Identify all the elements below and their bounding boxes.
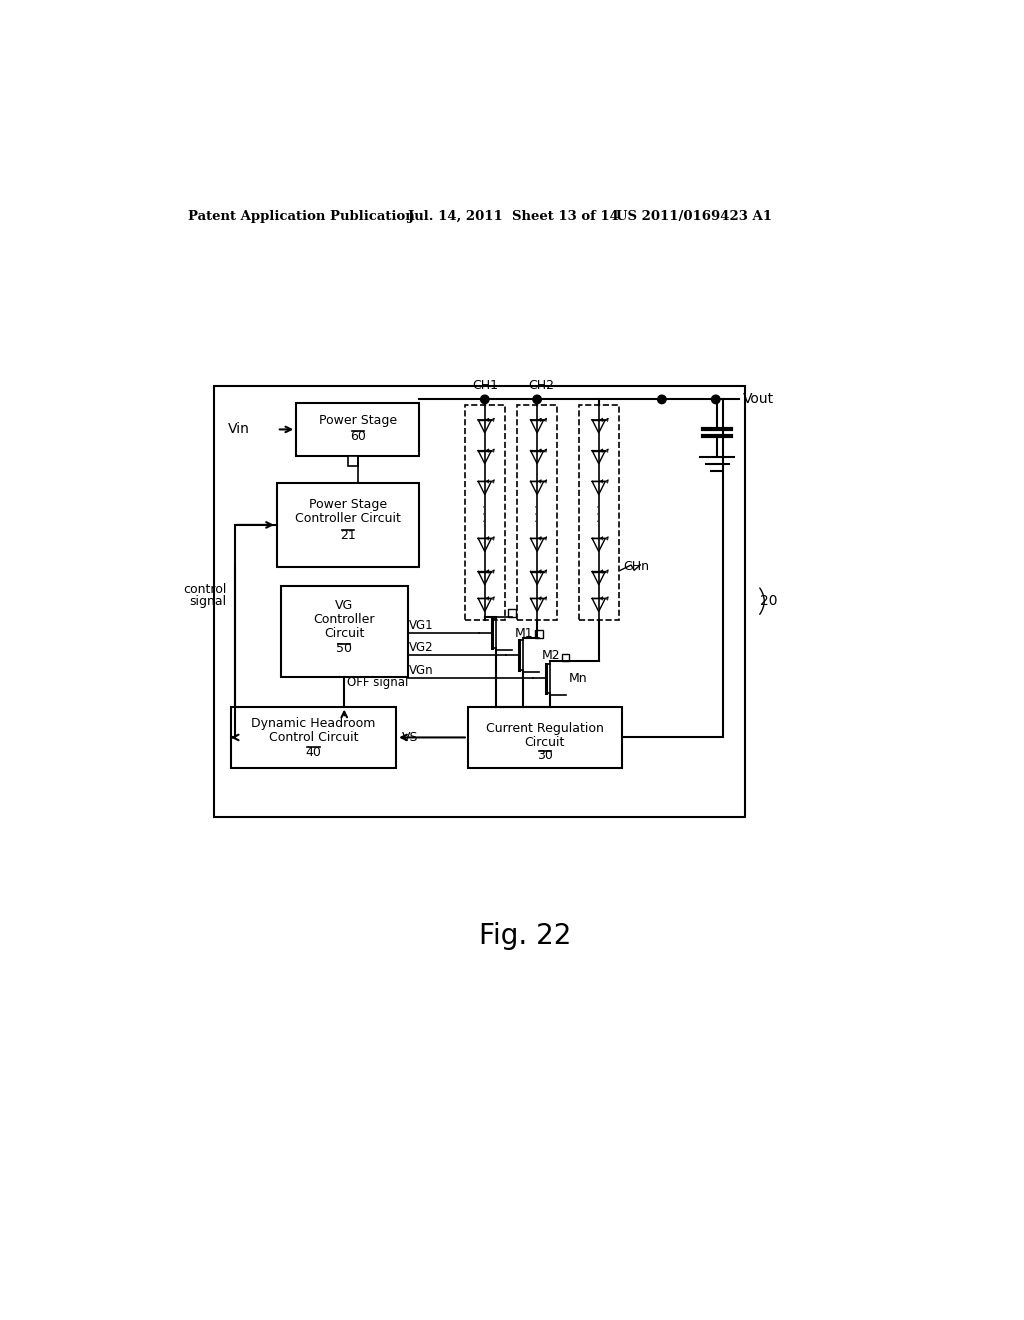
Bar	[468, 706, 622, 768]
Text: Vin: Vin	[228, 422, 250, 437]
Bar	[296, 404, 419, 455]
Bar	[517, 405, 557, 620]
Bar	[281, 586, 408, 677]
Text: 30: 30	[537, 750, 553, 763]
Text: US 2011/0169423 A1: US 2011/0169423 A1	[615, 210, 772, 223]
Text: CH1: CH1	[472, 379, 498, 392]
Bar	[535, 631, 543, 638]
Bar	[579, 405, 618, 620]
Text: M1: M1	[515, 627, 534, 640]
Text: VG2: VG2	[410, 640, 434, 653]
Circle shape	[712, 395, 720, 404]
Text: Jul. 14, 2011  Sheet 13 of 14: Jul. 14, 2011 Sheet 13 of 14	[408, 210, 618, 223]
Text: CHn: CHn	[624, 560, 649, 573]
Text: OFF signal: OFF signal	[347, 676, 409, 689]
Text: M2: M2	[542, 648, 560, 661]
Text: Patent Application Publication: Patent Application Publication	[188, 210, 415, 223]
Bar	[348, 455, 358, 466]
Text: Current Regulation: Current Regulation	[485, 722, 604, 735]
Text: VGn: VGn	[410, 664, 434, 677]
Text: · · ·: · · ·	[480, 504, 489, 521]
Text: Control Circuit: Control Circuit	[268, 731, 358, 744]
Text: signal: signal	[189, 594, 226, 607]
Bar	[465, 405, 505, 620]
Text: Controller Circuit: Controller Circuit	[295, 512, 401, 525]
Text: Power Stage: Power Stage	[318, 413, 396, 426]
Text: control: control	[183, 583, 226, 597]
Text: · · ·: · · ·	[532, 504, 542, 521]
Text: Circuit: Circuit	[324, 627, 365, 640]
Text: Dynamic Headroom: Dynamic Headroom	[251, 717, 376, 730]
Text: CH2: CH2	[528, 379, 554, 392]
Text: Circuit: Circuit	[524, 735, 565, 748]
Text: VG1: VG1	[410, 619, 434, 632]
Bar	[562, 653, 569, 661]
Text: 50: 50	[336, 643, 352, 656]
Text: 21: 21	[340, 529, 356, 543]
Text: Fig. 22: Fig. 22	[478, 923, 571, 950]
Circle shape	[532, 395, 542, 404]
Text: Mn: Mn	[568, 672, 588, 685]
Text: 40: 40	[305, 746, 322, 759]
Text: Power Stage: Power Stage	[309, 499, 387, 511]
Circle shape	[480, 395, 489, 404]
Text: Controller: Controller	[313, 612, 375, 626]
Bar	[214, 385, 745, 817]
Text: VG: VG	[335, 599, 353, 612]
Text: 60: 60	[350, 430, 366, 444]
Text: 20: 20	[760, 594, 777, 609]
Bar	[230, 706, 396, 768]
Text: · · ·: · · ·	[594, 504, 604, 521]
Bar	[276, 483, 419, 566]
Text: VS: VS	[402, 731, 419, 744]
Text: Vout: Vout	[742, 392, 774, 407]
Circle shape	[657, 395, 666, 404]
Bar	[508, 609, 515, 616]
